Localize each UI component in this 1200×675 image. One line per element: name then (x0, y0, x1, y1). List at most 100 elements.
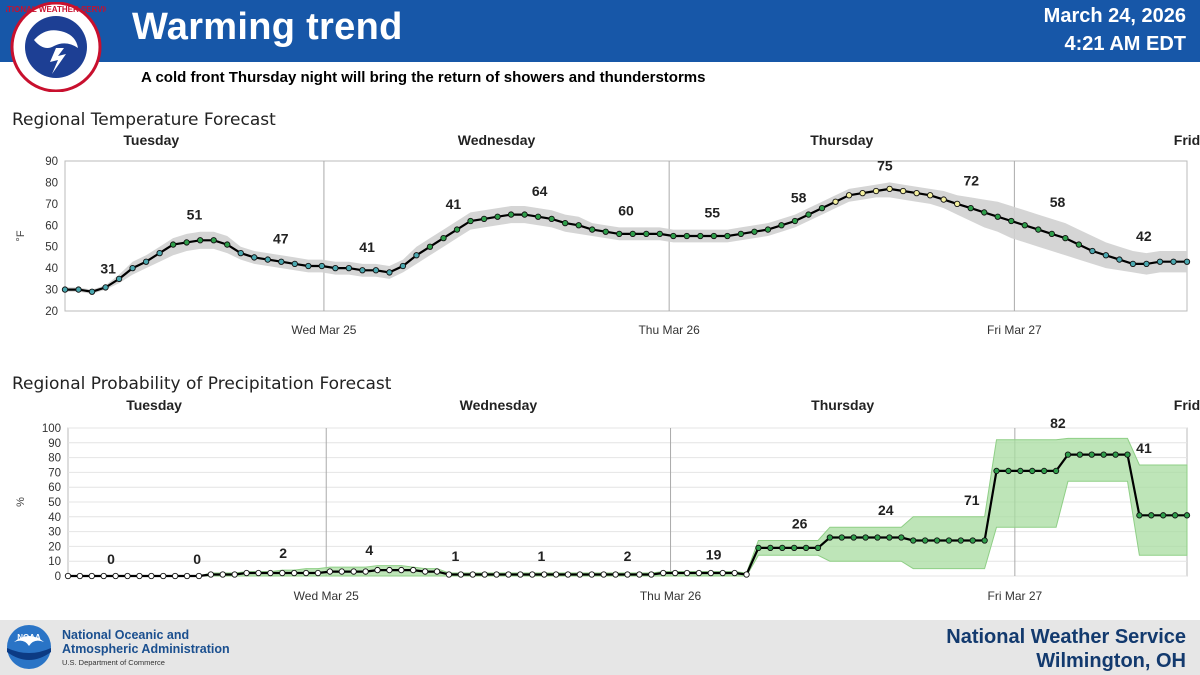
chart2-data-point-77 (981, 537, 988, 544)
chart2-data-point-31 (433, 568, 441, 575)
chart2-data-point-42 (564, 571, 572, 578)
footer: NOAA National Oceanic and Atmospheric Ad… (0, 620, 1200, 675)
chart2-data-point-44 (588, 571, 595, 578)
chart2-data-point-58 (755, 544, 762, 552)
chart2-y-tick-label-0: 0 (55, 571, 61, 583)
chart2-data-point-43 (576, 571, 584, 578)
chart2-data-point-11 (195, 572, 203, 580)
chart1-data-point-4 (115, 275, 123, 283)
chart1-y-tick-label-7: 90 (45, 156, 58, 168)
chart2-data-point-32 (445, 571, 453, 578)
chart2-data-point-5 (124, 572, 131, 580)
chart1-data-point-61 (886, 185, 893, 193)
chart1-data-point-63 (913, 189, 920, 197)
department-label: U.S. Department of Commerce (62, 658, 165, 667)
chart2-data-point-76 (969, 537, 976, 544)
chart2-day-label-1: Wednesday (460, 397, 538, 413)
chart2-data-point-34 (469, 571, 476, 578)
chart2-data-point-70 (898, 534, 905, 541)
chart1-data-point-23 (372, 267, 380, 274)
chart1-data-point-73 (1048, 230, 1055, 238)
chart2-data-point-41 (552, 571, 560, 578)
chart1-data-point-6 (142, 258, 150, 265)
chart2-data-label-7: 19 (706, 547, 722, 563)
chart2-data-point-80 (1017, 467, 1024, 475)
chart2-data-point-64 (826, 534, 834, 541)
chart2-data-point-53 (695, 569, 703, 577)
chart1-data-point-70 (1008, 217, 1015, 225)
noaa-logo-text: NOAA (17, 633, 41, 642)
chart1-data-point-0 (61, 286, 69, 293)
chart2-data-label-2: 2 (279, 545, 287, 561)
subtitle: A cold front Thursday night will bring t… (141, 69, 706, 86)
page-title: Warming trend (132, 6, 403, 48)
chart2-data-point-55 (719, 569, 726, 577)
chart2-data-point-2 (88, 572, 95, 580)
chart1-y-tick-label-4: 60 (45, 220, 58, 232)
chart2-data-point-50 (660, 569, 667, 577)
chart2-data-point-12 (207, 571, 215, 578)
chart1-data-point-49 (724, 232, 731, 240)
chart2-data-point-66 (850, 534, 857, 541)
chart2-data-label-1: 0 (193, 551, 201, 567)
chart2-data-point-0 (64, 572, 72, 580)
chart1-data-point-24 (386, 269, 393, 276)
chart1-data-label-1: 51 (187, 207, 203, 223)
chart1-x-tick-label-1: Thu Mar 26 (638, 323, 700, 337)
chart2-data-point-4 (112, 572, 119, 580)
chart2-data-point-13 (219, 571, 226, 578)
chart1-y-tick-label-5: 70 (45, 199, 58, 211)
chart2-data-point-89 (1124, 451, 1131, 458)
chart1-data-point-41 (616, 230, 623, 238)
footer-office: National Weather Service (946, 626, 1186, 648)
chart2-data-point-20 (302, 569, 310, 577)
chart2-title: Regional Probability of Precipitation Fo… (12, 374, 392, 394)
chart2-data-point-33 (457, 571, 464, 578)
chart2-data-point-59 (767, 544, 774, 552)
chart1-data-point-27 (426, 243, 434, 250)
chart1-data-label-4: 41 (446, 196, 462, 212)
chart2-data-point-15 (243, 569, 250, 577)
chart2-data-point-45 (600, 571, 607, 578)
chart1-data-point-8 (169, 241, 177, 248)
chart2-y-axis-label: % (15, 497, 27, 507)
chart2-data-point-90 (1136, 512, 1143, 519)
chart2-data-point-22 (326, 568, 334, 575)
chart2-day-label-2: Thursday (811, 397, 874, 413)
chart2-data-point-1 (76, 572, 84, 580)
chart1-data-point-52 (764, 226, 772, 233)
chart2-y-tick-label-3: 30 (48, 527, 61, 539)
chart2-data-point-71 (910, 537, 917, 544)
chart2-data-point-14 (231, 571, 238, 578)
chart1-day-label-3: Frid (1174, 132, 1200, 148)
chart2-data-point-73 (933, 537, 941, 544)
chart2-data-point-54 (707, 569, 714, 577)
chart2-data-point-25 (362, 568, 369, 575)
chart1-data-point-81 (1156, 258, 1164, 265)
chart1-data-point-62 (899, 187, 907, 195)
chart1-y-tick-label-0: 20 (45, 306, 58, 318)
chart2-data-point-21 (314, 569, 322, 577)
chart1-data-point-37 (562, 219, 569, 227)
chart1-data-point-53 (778, 222, 785, 229)
chart2-data-point-72 (921, 537, 929, 544)
chart1-data-point-21 (345, 264, 353, 272)
chart1-data-point-31 (480, 215, 488, 223)
chart1-data-point-45 (670, 232, 677, 240)
chart2-data-point-8 (160, 572, 167, 580)
chart1-data-point-67 (967, 204, 974, 212)
chart1-data-point-18 (305, 262, 312, 270)
chart1-data-label-6: 60 (618, 202, 634, 218)
chart2-data-point-86 (1088, 451, 1095, 458)
chart2-data-point-84 (1064, 451, 1072, 458)
chart1-data-point-66 (954, 200, 961, 208)
chart2-data-label-4: 1 (451, 548, 459, 564)
chart2-data-point-17 (267, 569, 274, 577)
chart1-data-point-76 (1089, 247, 1096, 255)
chart2-data-point-37 (505, 571, 512, 578)
chart2-data-point-63 (814, 544, 822, 552)
nws-logo: NATIONAL WEATHER SERVICE (6, 2, 106, 92)
chart2-data-point-48 (636, 571, 643, 578)
chart2-data-point-79 (1005, 467, 1012, 475)
chart1-data-label-3: 41 (359, 239, 375, 255)
